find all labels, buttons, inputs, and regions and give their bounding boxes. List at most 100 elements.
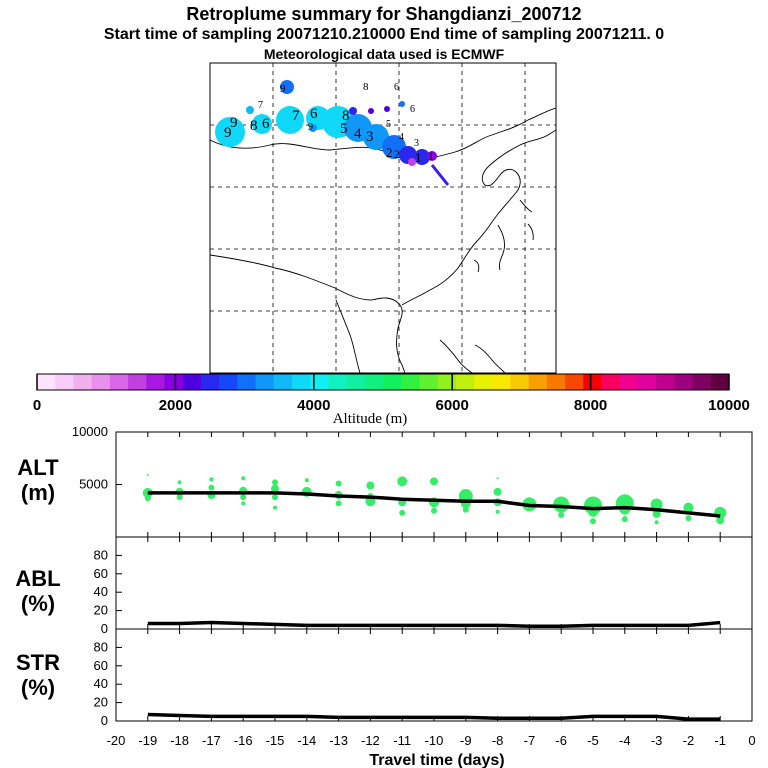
- abl-panel-frame: [115, 536, 753, 630]
- colorbar-tick-label: 8000: [574, 397, 607, 414]
- alt-ytick-label: 10000: [72, 424, 108, 439]
- day-label: 4: [399, 132, 404, 143]
- xtick-label: -18: [170, 733, 189, 748]
- day-label: 2: [386, 145, 393, 160]
- meteorological-data-subtitle: Meteorological data used is ECMWF: [263, 46, 505, 62]
- colorbar-cell: [237, 374, 257, 390]
- colorbar-cell: [437, 374, 457, 390]
- altitude-point: [558, 511, 565, 518]
- colorbar-cell: [710, 374, 730, 390]
- colorbar-cell: [164, 374, 184, 390]
- abl-ytick-label: 20: [94, 603, 108, 618]
- abl-series-line: [147, 620, 721, 628]
- colorbar-cell: [674, 374, 694, 390]
- altitude-point: [621, 516, 628, 523]
- abl-ytick-label: 40: [94, 584, 108, 599]
- altitude-point: [431, 507, 437, 514]
- altitude-point: [493, 487, 502, 496]
- colorbar-cell: [182, 374, 202, 390]
- altitude-point: [241, 476, 246, 481]
- day-label: 9: [308, 122, 313, 133]
- colorbar-cell: [656, 374, 675, 390]
- colorbar-cell: [364, 374, 384, 390]
- altitude-point: [495, 509, 500, 514]
- abl-ytick-label: 0: [101, 621, 108, 636]
- day-label: 5: [386, 119, 391, 130]
- xtick-label: -16: [234, 733, 253, 748]
- day-label: 8: [250, 118, 258, 134]
- xtick-label: -20: [107, 733, 126, 748]
- xtick-label: -3: [651, 733, 663, 748]
- colorbar-cell: [510, 374, 530, 390]
- day-label: 9: [280, 83, 286, 95]
- xtick-label: -7: [524, 733, 536, 748]
- altitude-point: [208, 484, 215, 491]
- altitude-point: [304, 478, 309, 483]
- colorbar-cell: [255, 374, 275, 390]
- xtick-label: 0: [748, 733, 755, 748]
- day-label: 8: [363, 81, 369, 93]
- xtick-label: -11: [393, 733, 411, 748]
- colorbar-label: Altitude (m): [333, 411, 408, 427]
- altitude-point: [399, 509, 406, 516]
- colorbar-cell: [492, 374, 511, 390]
- colorbar-cell: [128, 374, 147, 390]
- day-label: 1: [415, 150, 422, 165]
- str-ytick-label: 0: [101, 713, 108, 728]
- colorbar-cell: [401, 374, 420, 390]
- abl-ylabel-top: ABL: [15, 566, 60, 591]
- colorbar-cell: [310, 374, 329, 390]
- x-axis-title: Travel time (days): [369, 752, 504, 768]
- altitude-point: [650, 498, 663, 511]
- xtick-label: -13: [329, 733, 348, 748]
- retroplume-map: 9 9 8 6 7 8 9 6 6 9 8 5 4 3 2 1 7 6 5 4: [209, 62, 557, 374]
- day-label: 4: [354, 126, 362, 142]
- altitude-point: [553, 496, 570, 513]
- day-label: 6: [262, 116, 270, 132]
- altitude-mean-line: [147, 491, 721, 518]
- xtick-label: -9: [460, 733, 472, 748]
- str-ylabel-top: STR: [16, 650, 60, 675]
- alt-ylabel-unit: (m): [21, 480, 55, 505]
- altitude-point: [397, 476, 408, 487]
- day-label: 9: [224, 125, 232, 141]
- colorbar-cell: [637, 374, 657, 390]
- day-label: 6: [410, 104, 415, 115]
- xtick-label: -5: [587, 733, 599, 748]
- altitude-point: [146, 474, 149, 477]
- colorbar-cell: [37, 374, 56, 390]
- str-panel-frame: [115, 628, 753, 722]
- colorbar-cell: [291, 374, 311, 390]
- day-label: 6: [394, 82, 399, 93]
- xtick-label: -17: [202, 733, 221, 748]
- colorbar-cell: [328, 374, 348, 390]
- xtick-label: -8: [492, 733, 504, 748]
- day-label: 5: [340, 121, 348, 137]
- time-series-panels: ALT (m) ABL (%) STR (%) 10000 5000 80 60 40…: [15, 424, 755, 768]
- day-label: 8: [342, 108, 350, 124]
- colorbar-tick-label: 6000: [436, 397, 469, 414]
- xtick-label: -10: [425, 733, 444, 748]
- day-label: 3: [366, 129, 374, 145]
- xtick-label: -2: [683, 733, 695, 748]
- xtick-label: -6: [555, 733, 567, 748]
- xtick-label: -4: [619, 733, 631, 748]
- abl-ytick-label: 80: [94, 547, 108, 562]
- altitude-point: [272, 494, 278, 501]
- day-label: 7: [258, 100, 263, 111]
- altitude-point: [144, 495, 151, 502]
- xtick-label: -1: [714, 733, 726, 748]
- altitude-point: [335, 480, 342, 487]
- str-ylabel-unit: (%): [21, 675, 55, 700]
- altitude-point: [683, 502, 694, 513]
- day-label: 2: [394, 147, 400, 161]
- colorbar-cell: [219, 374, 238, 390]
- altitude-point: [209, 477, 214, 482]
- map-frame: [209, 62, 557, 374]
- altitude-point: [335, 500, 342, 507]
- xtick-label: -12: [361, 733, 380, 748]
- altitude-colorbar: 0 2000 4000 6000 8000 10000 Altitude (m): [33, 373, 750, 427]
- colorbar-cell: [383, 374, 402, 390]
- altitude-point: [652, 509, 661, 518]
